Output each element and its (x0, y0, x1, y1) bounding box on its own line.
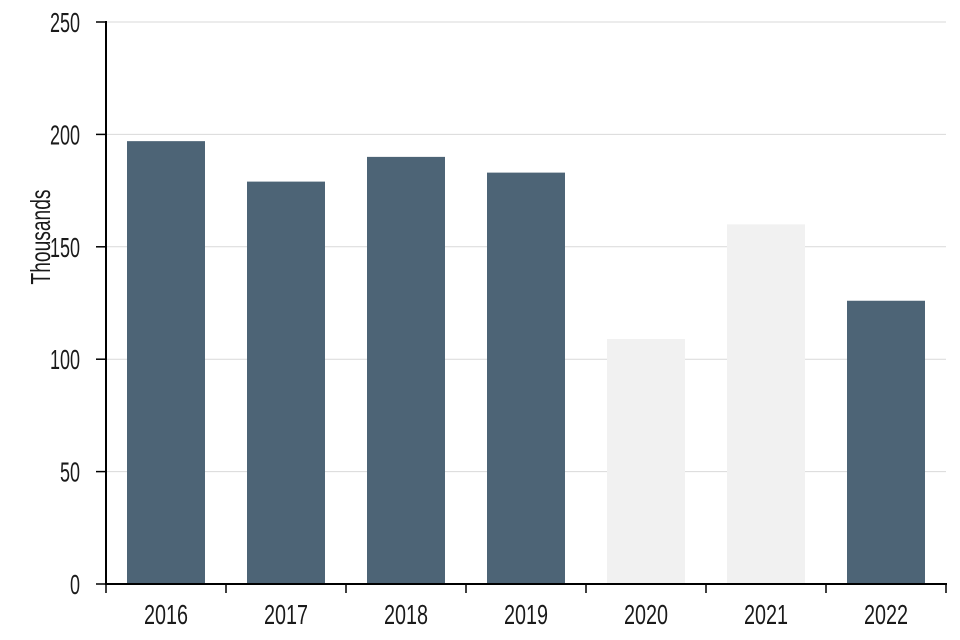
x-tick-label-2021: 2021 (744, 599, 788, 630)
y-tick-label-50: 50 (60, 457, 80, 488)
x-tick-label-2018: 2018 (384, 599, 428, 630)
y-axis-title: Thousands (25, 190, 56, 285)
y-tick-label-100: 100 (50, 344, 80, 375)
bar-2020 (607, 338, 685, 584)
x-tick-label-2017: 2017 (264, 599, 308, 630)
bar-2016 (127, 141, 205, 585)
y-tick-label-200: 200 (50, 119, 80, 150)
y-tick-label-250: 250 (50, 7, 80, 38)
bar-2021 (727, 224, 805, 584)
bar-2019 (487, 172, 565, 584)
x-tick-label-2020: 2020 (624, 599, 668, 630)
bar-2018 (367, 156, 445, 584)
x-tick-label-2022: 2022 (864, 599, 908, 630)
x-tick-label-2016: 2016 (144, 599, 188, 630)
y-tick-label-150: 150 (50, 232, 80, 263)
bar-2017 (247, 181, 325, 584)
bar-2022 (847, 300, 925, 584)
x-tick-label-2019: 2019 (504, 599, 548, 630)
y-tick-label-0: 0 (70, 569, 80, 600)
